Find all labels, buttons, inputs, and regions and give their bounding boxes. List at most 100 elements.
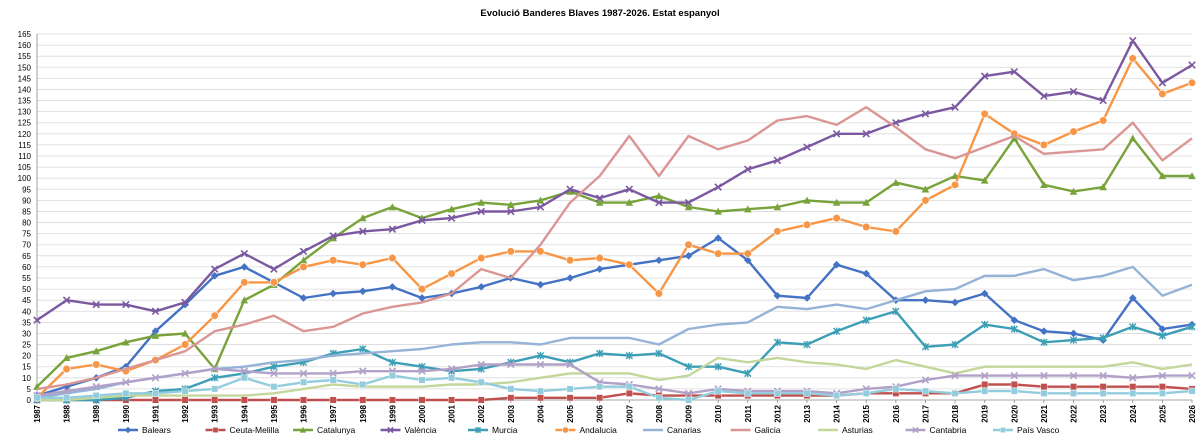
data-point — [329, 256, 338, 265]
y-tick-label: 25 — [22, 341, 31, 350]
x-tick-label: 2006 — [596, 404, 605, 422]
data-point — [1010, 387, 1018, 395]
data-point — [477, 207, 485, 216]
data-point — [892, 307, 900, 315]
series-line — [37, 310, 1193, 402]
data-point — [358, 260, 367, 269]
data-point — [388, 253, 397, 263]
data-point — [506, 247, 515, 256]
legend-label: Asturias — [842, 425, 873, 435]
data-point — [566, 274, 574, 282]
data-point — [1099, 183, 1107, 191]
y-tick-label: 160 — [18, 41, 32, 50]
data-point — [210, 365, 219, 373]
data-point — [802, 220, 812, 229]
data-point — [269, 278, 279, 287]
y-tick-label: 60 — [22, 263, 31, 272]
data-point — [832, 214, 841, 223]
data-point — [33, 394, 41, 402]
series-line — [36, 363, 1192, 397]
y-tick-label: 55 — [22, 274, 31, 283]
data-point — [447, 214, 456, 222]
data-point — [124, 426, 132, 434]
data-point — [62, 296, 71, 304]
data-point — [1040, 383, 1048, 391]
data-point — [1099, 389, 1107, 397]
data-point — [1039, 140, 1049, 150]
x-tick-label: 2020 — [1010, 404, 1019, 422]
legend-item: Catalunya — [293, 425, 356, 435]
data-point — [744, 389, 752, 397]
data-point — [1158, 389, 1166, 397]
data-point — [181, 298, 189, 307]
data-point — [122, 338, 130, 346]
data-point — [714, 387, 722, 395]
legend-label: Canarias — [667, 425, 701, 435]
data-point — [714, 363, 722, 371]
data-point — [477, 283, 486, 291]
data-point — [1187, 78, 1197, 87]
data-point — [388, 372, 396, 379]
data-point — [1010, 134, 1019, 142]
data-point — [181, 387, 189, 395]
x-tick-label: 1996 — [300, 404, 309, 422]
y-tick-label: 130 — [18, 108, 32, 117]
series-line — [37, 383, 1193, 402]
data-point — [1040, 92, 1048, 100]
data-point — [921, 376, 930, 384]
x-tick-label: 1993 — [211, 404, 220, 422]
data-point — [832, 260, 841, 269]
data-point — [477, 396, 485, 404]
y-tick-label: 10 — [22, 374, 31, 383]
x-tick-label: 2015 — [862, 404, 871, 422]
data-point — [358, 287, 367, 296]
x-tick-label: 2013 — [803, 404, 812, 422]
data-point — [654, 289, 664, 298]
data-point — [299, 426, 307, 433]
y-tick-label: 0 — [27, 396, 32, 405]
data-point — [211, 385, 219, 393]
data-point — [743, 205, 752, 213]
data-point — [151, 374, 160, 382]
data-point — [33, 316, 41, 324]
series-asturias — [37, 356, 1193, 402]
data-point — [359, 367, 367, 375]
series-lines — [32, 36, 1197, 404]
y-tick-label: 155 — [18, 52, 32, 61]
data-point — [566, 394, 574, 402]
data-point — [418, 216, 426, 225]
data-point — [1069, 371, 1078, 380]
x-tick-label: 1998 — [359, 404, 368, 422]
data-point — [240, 263, 249, 271]
data-point — [921, 110, 930, 118]
data-point — [1188, 371, 1196, 380]
data-point — [1158, 172, 1167, 180]
data-point — [1069, 127, 1078, 136]
data-point — [418, 294, 426, 302]
x-tick-label: 1990 — [122, 404, 131, 422]
data-point — [832, 327, 841, 335]
x-tick-label: 1995 — [270, 404, 279, 422]
data-point — [595, 194, 604, 202]
data-point — [1188, 61, 1196, 69]
data-point — [891, 227, 900, 236]
data-point — [359, 381, 367, 388]
series-line — [36, 236, 1193, 397]
data-point — [595, 198, 604, 206]
data-point — [803, 389, 811, 397]
y-tick-label: 70 — [22, 241, 31, 250]
data-point — [474, 426, 482, 434]
data-point — [892, 178, 900, 186]
y-tick-label: 135 — [18, 97, 32, 106]
data-point — [596, 394, 604, 402]
y-tick-label: 125 — [18, 119, 32, 128]
data-point — [92, 392, 100, 399]
data-point — [1158, 383, 1166, 391]
data-point — [1040, 371, 1048, 380]
data-point — [359, 227, 367, 236]
data-point — [950, 180, 960, 189]
data-point — [684, 240, 693, 249]
legend-label: València — [405, 425, 437, 435]
data-point — [921, 196, 930, 205]
x-tick-label: 2000 — [418, 404, 427, 422]
